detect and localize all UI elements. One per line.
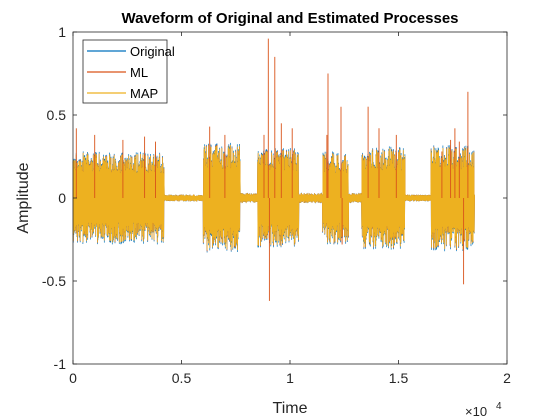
x-tick-label-1: 0.5 — [172, 370, 192, 386]
x-exponent-power: 4 — [496, 401, 502, 412]
legend-label-ml: ML — [130, 65, 148, 80]
series-line-map — [72, 144, 475, 251]
x-tick-label-0: 0 — [69, 370, 77, 386]
chart-title: Waveform of Original and Estimated Proce… — [121, 10, 458, 27]
legend-label-original: Original — [130, 44, 175, 59]
legend-label-map: MAP — [130, 86, 158, 101]
y-tick-label-3: 0.5 — [47, 107, 67, 123]
x-exponent-base: ×10 — [465, 404, 487, 419]
y-tick-label-2: 0 — [58, 190, 66, 206]
series-line-original — [72, 142, 475, 253]
y-tick-label-1: -0.5 — [42, 273, 66, 289]
series-layer — [72, 38, 475, 301]
x-tick-label-4: 2 — [503, 370, 511, 386]
y-tick-label-0: -1 — [54, 356, 67, 372]
y-tick-label-4: 1 — [58, 24, 66, 40]
x-axis-label: Time — [273, 400, 308, 417]
x-tick-label-2: 1 — [286, 370, 294, 386]
legend: Original ML MAP — [82, 39, 175, 104]
y-axis-label: Amplitude — [15, 162, 32, 233]
ticks-layer: 0 0.5 1 1.5 2 -1 -0.5 0 0.5 1 — [42, 24, 511, 386]
x-tick-label-3: 1.5 — [389, 370, 409, 386]
